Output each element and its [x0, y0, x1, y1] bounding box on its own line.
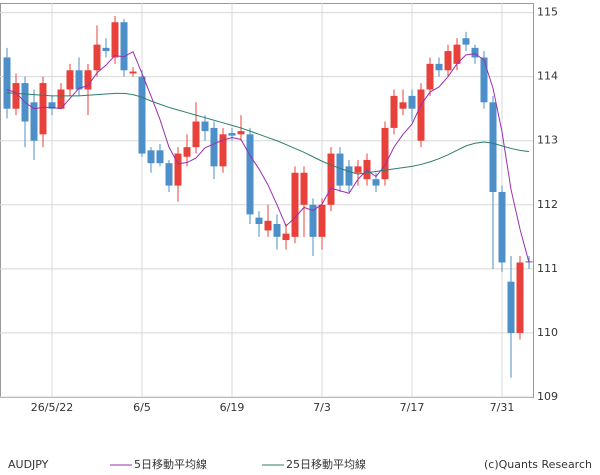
candle-body: [192, 121, 200, 148]
y-tick-label: 109: [537, 390, 558, 403]
y-tick-label: 113: [537, 134, 558, 147]
candle-body: [426, 63, 434, 90]
candle-body: [93, 44, 101, 71]
moving-average-line: [6, 50, 530, 263]
candle-body: [390, 95, 398, 128]
candle-body: [408, 95, 416, 109]
candle-body: [66, 70, 74, 90]
candle-body: [471, 47, 479, 58]
candle-body: [138, 76, 146, 154]
candle-body: [345, 166, 353, 186]
candle-body: [30, 102, 38, 141]
candle-body: [165, 163, 173, 186]
candle-body: [282, 233, 290, 241]
candle-body: [84, 70, 92, 90]
candle-body: [147, 150, 155, 164]
candle-body: [219, 134, 227, 167]
legend-label: 5日移動平均線: [134, 457, 207, 471]
candle-body: [228, 133, 236, 136]
candle-body: [48, 102, 56, 109]
x-tick-label: 6/19: [220, 401, 245, 414]
candle-body: [201, 121, 209, 132]
candle-body: [246, 134, 254, 215]
candle-body: [327, 153, 335, 205]
y-tick-label: 110: [537, 326, 558, 339]
candle-body: [399, 102, 407, 109]
candle-body: [39, 83, 47, 135]
y-tick-label: 111: [537, 262, 558, 275]
candle-body: [489, 102, 497, 192]
candle-body: [264, 220, 272, 231]
candle-body: [318, 204, 326, 237]
candle-body: [507, 281, 515, 333]
candle-body: [498, 191, 506, 263]
candle-body: [183, 147, 191, 157]
candle-body: [363, 159, 371, 180]
candle-body: [111, 22, 119, 58]
candle-body: [12, 83, 20, 109]
x-tick-label: 26/5/22: [31, 401, 73, 414]
y-tick-label: 112: [537, 198, 558, 211]
candle-body: [435, 63, 443, 71]
candle-body: [273, 224, 281, 237]
y-tick-label: 115: [537, 6, 558, 19]
candle-body: [309, 204, 317, 237]
candle-body: [444, 51, 452, 71]
candle-body: [300, 172, 308, 205]
legend-label: 25日移動平均線: [286, 457, 366, 471]
candle-body: [417, 89, 425, 141]
candle-body: [120, 22, 128, 71]
symbol: AUDJPY: [8, 458, 49, 471]
candle-body: [354, 166, 362, 173]
x-tick-label: 7/17: [400, 401, 425, 414]
x-tick-label: 7/31: [490, 401, 515, 414]
candle-body: [453, 44, 461, 64]
candle-body: [156, 150, 164, 164]
candle-body: [462, 38, 470, 45]
x-tick-label: 6/5: [133, 401, 151, 414]
credit: (c)Quants Research: [484, 458, 592, 471]
y-tick-label: 114: [537, 70, 558, 83]
candle-body: [174, 153, 182, 186]
candle-body: [291, 172, 299, 237]
candle-body: [516, 262, 524, 333]
candle-body: [237, 131, 245, 135]
x-tick-label: 7/3: [313, 401, 331, 414]
candle-body: [210, 127, 218, 167]
candle-body: [102, 47, 110, 52]
candle-body: [3, 57, 11, 109]
candle-body: [57, 89, 65, 109]
candle-body: [480, 57, 488, 103]
candle-body: [336, 153, 344, 186]
candle-body: [381, 127, 389, 180]
candle-body: [372, 179, 380, 186]
candle-body: [255, 217, 263, 225]
candle-body: [75, 70, 83, 90]
moving-average-line: [6, 92, 530, 175]
candle-body: [129, 71, 137, 74]
